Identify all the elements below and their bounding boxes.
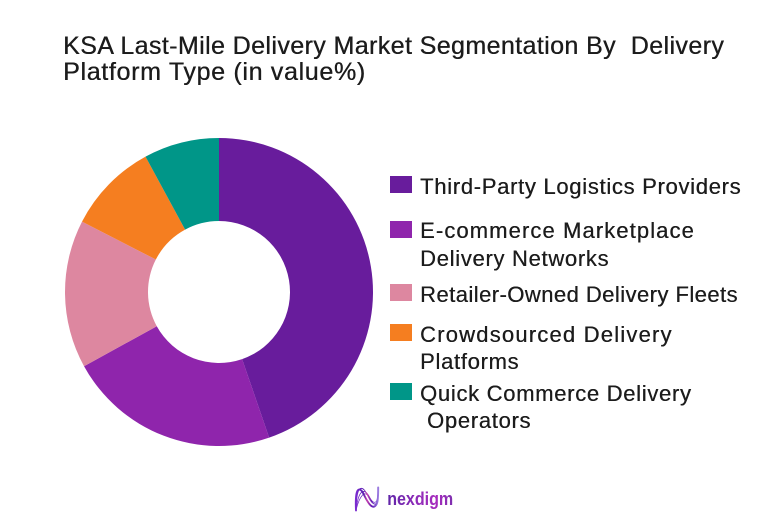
svg-text:nexdigm: nexdigm <box>387 488 453 509</box>
